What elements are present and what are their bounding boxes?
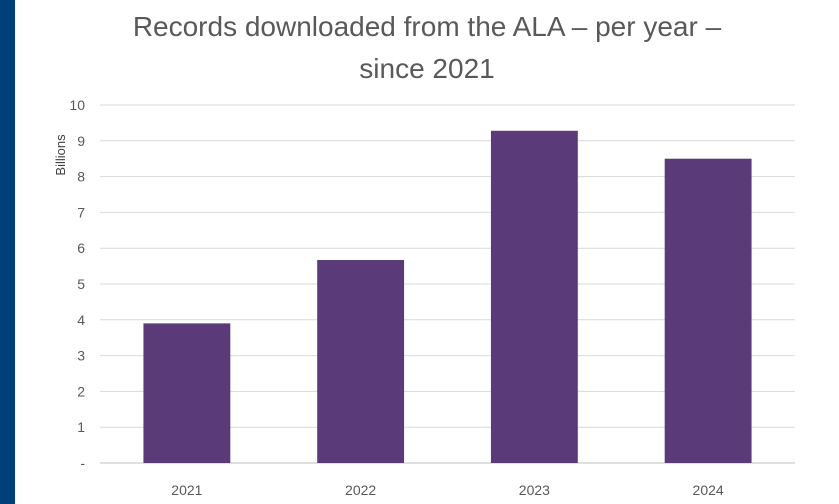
y-tick-label: 4 (77, 312, 85, 328)
chart-title-line-2: since 2021 (359, 53, 495, 84)
y-tick-label: 5 (77, 276, 85, 292)
y-tick-label: 3 (77, 348, 85, 364)
y-axis-label: Billions (53, 134, 68, 176)
y-tick-label: 6 (77, 240, 85, 256)
x-axis-ticks: 2021 2022 2023 2024 (171, 482, 724, 498)
bar-2023 (490, 130, 578, 463)
y-tick-label: 8 (77, 169, 85, 185)
y-axis-ticks: - 1 2 3 4 5 6 7 8 9 10 (69, 97, 85, 471)
y-tick-label: 2 (77, 383, 85, 399)
bar-chart: - 1 2 3 4 5 6 7 8 9 10 2021 2022 2023 2024 Billions (53, 97, 795, 498)
x-tick-label: 2023 (519, 482, 550, 498)
y-tick-label: 9 (77, 133, 85, 149)
y-tick-label: 10 (69, 97, 85, 113)
chart-frame: Records downloaded from the ALA – per ye… (15, 0, 839, 504)
bar-2022 (317, 260, 405, 463)
chart-title: Records downloaded from the ALA – per ye… (15, 6, 839, 90)
x-tick-label: 2022 (345, 482, 376, 498)
y-tick-label: 1 (77, 419, 85, 435)
chart-title-line-1: Records downloaded from the ALA – per ye… (132, 11, 722, 42)
bars (143, 130, 752, 463)
x-tick-label: 2024 (693, 482, 724, 498)
bar-2021 (143, 323, 231, 463)
bar-2024 (664, 158, 752, 463)
y-tick-label: - (80, 455, 85, 471)
y-tick-label: 7 (77, 204, 85, 220)
x-tick-label: 2021 (171, 482, 202, 498)
